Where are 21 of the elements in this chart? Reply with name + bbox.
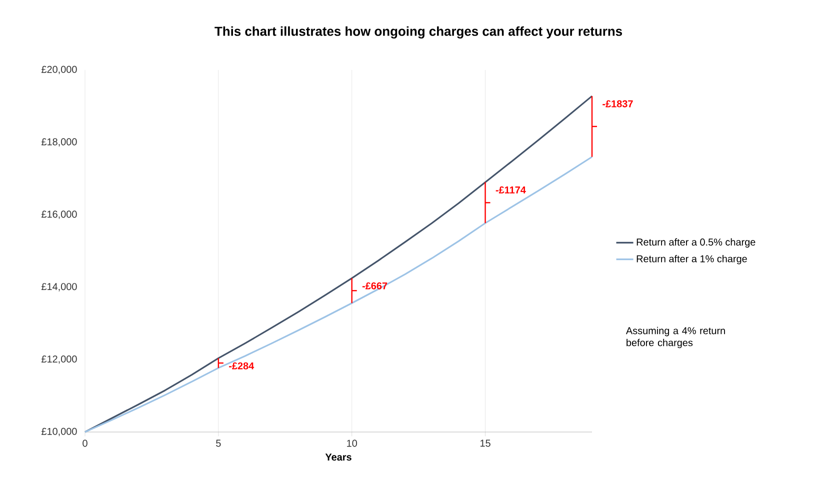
annotation: -£1837 <box>602 100 633 108</box>
y-tick-label: £20,000 <box>41 66 77 74</box>
x-axis-title: Years <box>325 454 352 461</box>
x-tick-label: 5 <box>216 440 221 447</box>
line-series <box>84 156 593 433</box>
annotation: -£667 <box>362 282 388 290</box>
x-tick-label: 0 <box>82 440 88 447</box>
legend-label: Return after a 1% charge <box>636 254 747 264</box>
annotation: -£1174 <box>496 186 526 194</box>
x-tick-label: 10 <box>347 440 357 447</box>
x-tick-label: 15 <box>480 440 490 447</box>
y-tick-label: £16,000 <box>41 210 77 219</box>
legend-label: Return after a 0.5% charge <box>636 238 756 248</box>
annotation: -£284 <box>229 362 254 370</box>
line-series <box>84 95 593 433</box>
y-tick-label: £18,000 <box>41 138 77 147</box>
text: Assuming a 4% return before charges <box>626 326 725 348</box>
y-tick-label: £10,000 <box>41 428 77 436</box>
chart-title: This chart illustrates how ongoing charges can affect your returns <box>214 26 622 39</box>
y-tick-label: £12,000 <box>41 355 77 364</box>
y-tick-label: £14,000 <box>41 283 77 292</box>
